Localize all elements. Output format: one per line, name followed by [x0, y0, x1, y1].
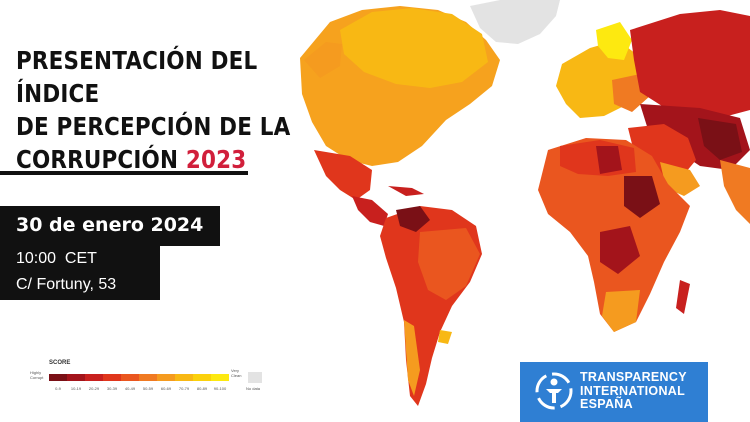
- event-date: 30 de enero 2024: [16, 214, 204, 236]
- legend-swatch: [85, 374, 103, 381]
- info-box: [0, 246, 160, 300]
- title-line-1: PRESENTACIÓN DEL ÍNDICE: [16, 46, 258, 108]
- legend-swatch: [193, 374, 211, 381]
- map-region-iran: [698, 118, 742, 160]
- legend-tick-label: 50-59: [142, 386, 154, 391]
- legend-tick-label: 10-19: [70, 386, 82, 391]
- title-divider: [0, 171, 248, 175]
- logo-wordmark: TRANSPARENCY INTERNATIONAL ESPAÑA: [580, 370, 708, 412]
- legend-swatch: [139, 374, 157, 381]
- legend-high-label-line-2: Clean: [231, 373, 242, 378]
- legend-title: SCORE: [49, 360, 71, 366]
- map-region-libya: [596, 146, 622, 174]
- title-line-3-prefix: CORRUPCIÓN: [16, 145, 179, 174]
- legend-tick-label: 70-79: [178, 386, 190, 391]
- map-region-uruguay: [438, 330, 452, 344]
- map-region-scandinavia: [596, 22, 632, 60]
- legend-swatch: [121, 374, 139, 381]
- title-line-2: DE PERCEPCIÓN DE LA: [16, 112, 291, 141]
- legend-swatch: [49, 374, 67, 381]
- legend-tick-label: 80-89: [196, 386, 208, 391]
- logo-line-1: TRANSPARENCY: [580, 370, 687, 384]
- map-region-caribbean: [388, 186, 424, 196]
- title-line-3: CORRUPCIÓN 2023: [16, 143, 326, 176]
- legend-high-label: Very Clean: [231, 368, 241, 378]
- map-region-chile-uruguay: [404, 320, 420, 396]
- map-region-madagascar: [676, 280, 690, 314]
- map-region-alaska: [304, 42, 342, 78]
- logo-line-3: ESPAÑA: [580, 397, 633, 411]
- legend-low-label-line-1: Highly: [30, 370, 42, 375]
- legend-swatch: [211, 374, 229, 381]
- event-address: C/ Fortuny, 53: [16, 276, 117, 293]
- legend-swatch: [67, 374, 85, 381]
- map-region-central-america: [352, 196, 388, 226]
- legend-no-data-swatch: [248, 372, 262, 383]
- score-legend: SCORE Highly Corrupt Very Clean No data …: [30, 360, 270, 400]
- map-region-russia: [630, 10, 750, 118]
- legend-swatch: [157, 374, 175, 381]
- title-year: 2023: [185, 145, 247, 174]
- legend-swatch: [175, 374, 193, 381]
- legend-no-data-label: No data: [246, 386, 261, 391]
- legend-tick-label: 60-69: [160, 386, 172, 391]
- legend-tick-label: 20-29: [88, 386, 100, 391]
- legend-low-label-line-2: Corrupt: [30, 375, 44, 380]
- logo-line-2: INTERNATIONAL: [580, 383, 686, 398]
- legend-tick-label: 90-100: [213, 386, 227, 391]
- map-region-southern-africa: [602, 290, 640, 332]
- legend-tick-label: 40-49: [124, 386, 136, 391]
- page-title: PRESENTACIÓN DEL ÍNDICE DE PERCEPCIÓN DE…: [16, 44, 326, 176]
- map-region-venezuela: [396, 206, 430, 232]
- legend-high-label-line-1: Very: [231, 368, 240, 373]
- map-region-india: [720, 160, 750, 224]
- event-time: 10:00 CET: [16, 250, 97, 267]
- map-region-greenland: [470, 0, 560, 44]
- map-region-sudan: [624, 176, 660, 218]
- legend-tick-labels: 0-9 10-19 20-29 30-39 40-49 50-59 60-69 70-79 80…: [49, 386, 229, 391]
- transparency-international-logo: TRANSPARENCY INTERNATIONAL ESPAÑA: [520, 362, 708, 422]
- map-region-congo: [600, 226, 640, 274]
- legend-swatch: [103, 374, 121, 381]
- map-region-mexico: [314, 150, 372, 200]
- map-region-canada: [340, 8, 488, 88]
- date-box: [0, 206, 220, 246]
- legend-low-label: Highly Corrupt: [30, 370, 43, 380]
- legend-tick-label: 0-9: [55, 386, 61, 391]
- map-region-brazil: [418, 228, 480, 300]
- ti-emblem-icon: [535, 372, 573, 410]
- legend-color-scale: [49, 374, 229, 381]
- legend-tick-label: 30-39: [106, 386, 118, 391]
